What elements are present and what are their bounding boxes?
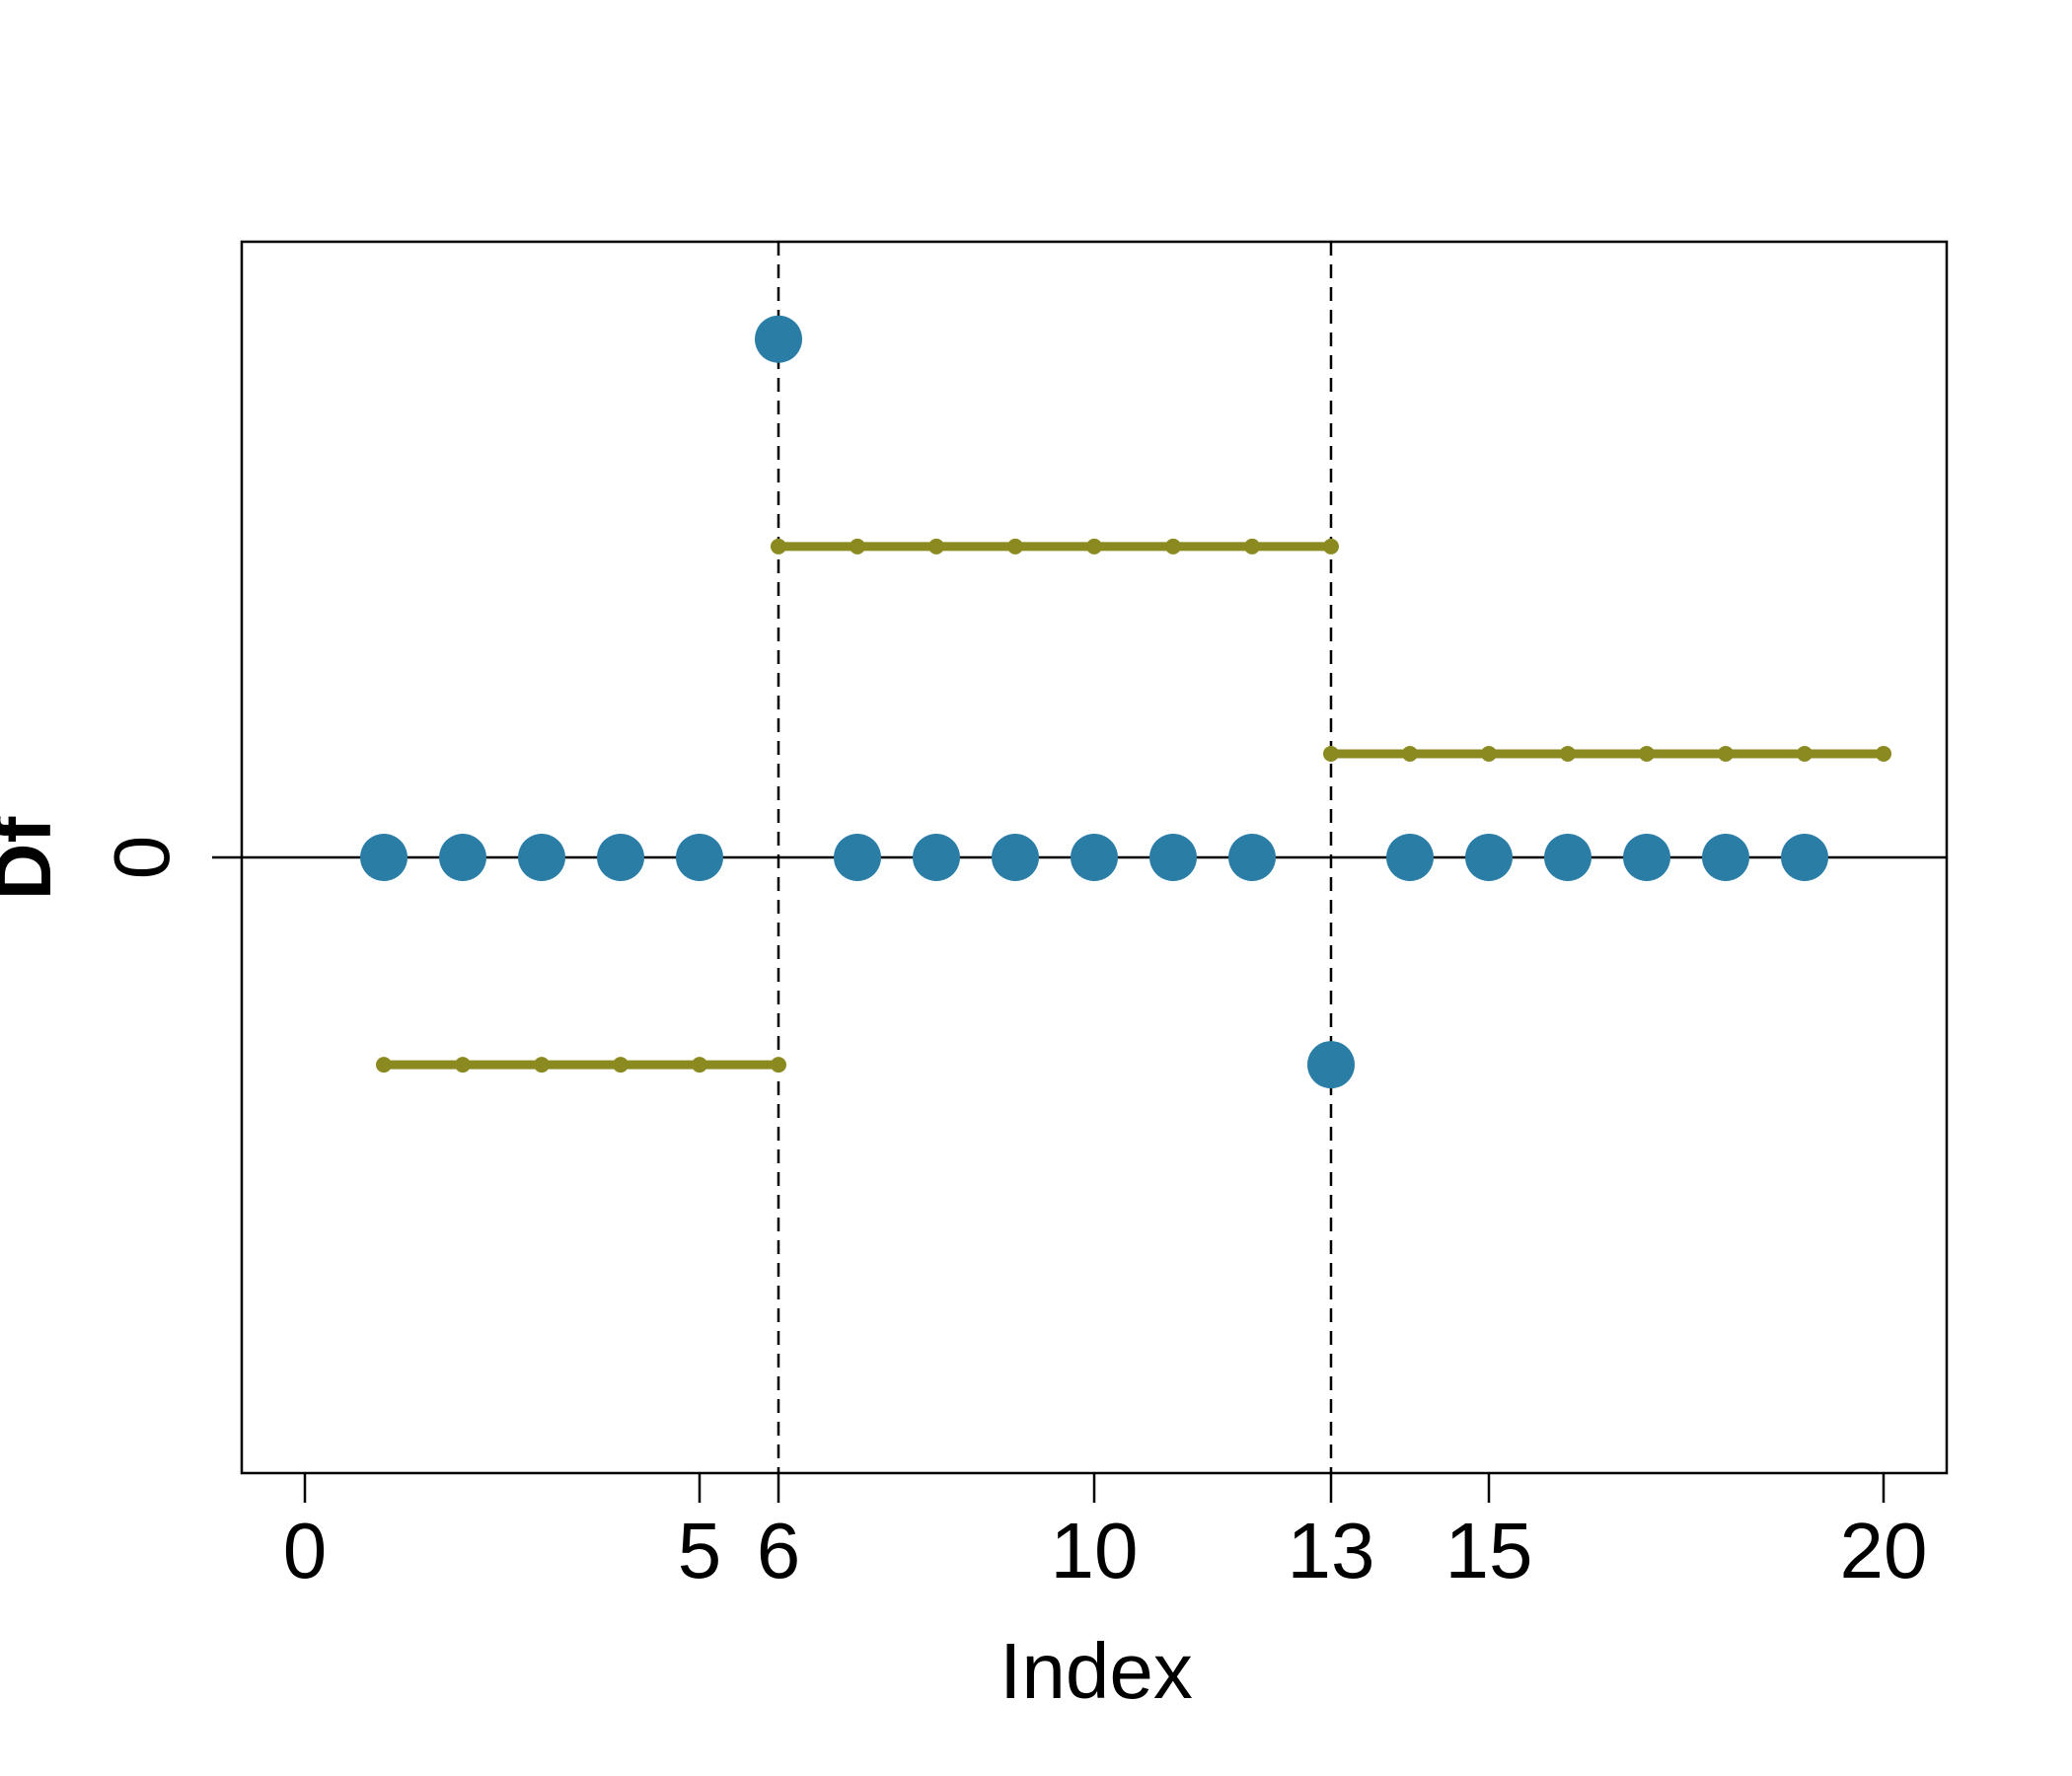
data-point (518, 834, 565, 881)
segment-point (613, 1057, 629, 1073)
segment-point (1007, 538, 1023, 555)
data-point (1149, 834, 1197, 881)
segment-point (1718, 745, 1734, 762)
data-point (1307, 1041, 1355, 1089)
segment-point (1323, 538, 1339, 555)
segment-point (1876, 745, 1891, 762)
data-point (1544, 834, 1591, 881)
x-tick-label: 13 (1288, 1507, 1375, 1594)
data-point (1781, 834, 1828, 881)
segment-point (376, 1057, 392, 1073)
segment-point (1165, 538, 1181, 555)
data-point (1465, 834, 1513, 881)
data-point (755, 315, 802, 363)
x-tick-label: 20 (1840, 1507, 1928, 1594)
segment-point (534, 1057, 550, 1073)
data-point (597, 834, 644, 881)
segment-point (771, 538, 786, 555)
data-point (1386, 834, 1434, 881)
data-point (1228, 834, 1276, 881)
data-point (1702, 834, 1749, 881)
data-point (1623, 834, 1670, 881)
segment-point (1086, 538, 1102, 555)
x-tick-label: 10 (1051, 1507, 1139, 1594)
data-point (913, 834, 960, 881)
segment-point (1402, 745, 1418, 762)
data-point (1071, 834, 1118, 881)
segment-point (1560, 745, 1576, 762)
x-axis-label: Index (999, 1627, 1193, 1715)
segment-point (928, 538, 944, 555)
x-tick-label: 6 (757, 1507, 801, 1594)
x-tick-label: 5 (678, 1507, 722, 1594)
data-point (992, 834, 1039, 881)
segment-point (692, 1057, 707, 1073)
segment-point (771, 1057, 786, 1073)
segment-point (1244, 538, 1260, 555)
segment-point (850, 538, 865, 555)
data-point (439, 834, 486, 881)
segment-point (1323, 745, 1339, 762)
x-tick-label: 15 (1445, 1507, 1533, 1594)
y-axis-label: Df (0, 816, 67, 900)
segment-point (1797, 745, 1813, 762)
data-point (360, 834, 407, 881)
y-tick-label: 0 (98, 836, 185, 880)
data-point (676, 834, 723, 881)
x-tick-label: 0 (283, 1507, 328, 1594)
segment-point (455, 1057, 471, 1073)
segment-point (1639, 745, 1655, 762)
data-point (834, 834, 881, 881)
segment-point (1481, 745, 1497, 762)
